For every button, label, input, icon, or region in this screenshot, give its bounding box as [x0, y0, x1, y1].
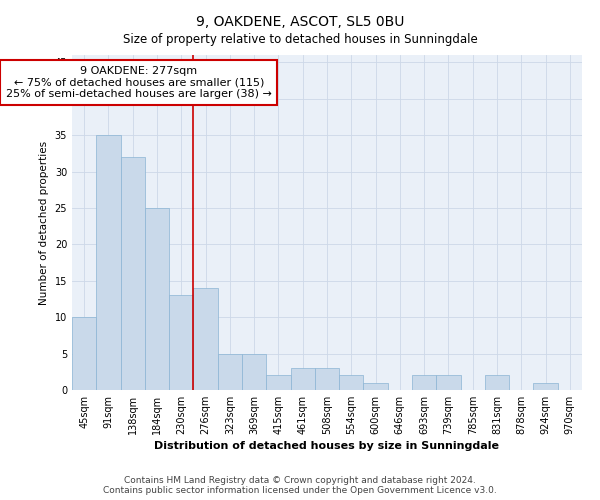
Text: Size of property relative to detached houses in Sunningdale: Size of property relative to detached ho…: [122, 32, 478, 46]
Bar: [121, 157, 145, 390]
Bar: [242, 354, 266, 390]
Bar: [339, 376, 364, 390]
Bar: [218, 354, 242, 390]
Bar: [315, 368, 339, 390]
Bar: [412, 376, 436, 390]
Text: 9 OAKDENE: 277sqm
← 75% of detached houses are smaller (115)
25% of semi-detache: 9 OAKDENE: 277sqm ← 75% of detached hous…: [6, 66, 272, 99]
Bar: [169, 296, 193, 390]
Bar: [290, 368, 315, 390]
Bar: [193, 288, 218, 390]
Y-axis label: Number of detached properties: Number of detached properties: [39, 140, 49, 304]
Bar: [436, 376, 461, 390]
Bar: [145, 208, 169, 390]
Bar: [96, 135, 121, 390]
X-axis label: Distribution of detached houses by size in Sunningdale: Distribution of detached houses by size …: [155, 441, 499, 451]
Bar: [72, 317, 96, 390]
Bar: [266, 376, 290, 390]
Text: Contains HM Land Registry data © Crown copyright and database right 2024.
Contai: Contains HM Land Registry data © Crown c…: [103, 476, 497, 495]
Bar: [533, 382, 558, 390]
Bar: [485, 376, 509, 390]
Text: 9, OAKDENE, ASCOT, SL5 0BU: 9, OAKDENE, ASCOT, SL5 0BU: [196, 15, 404, 29]
Bar: [364, 382, 388, 390]
